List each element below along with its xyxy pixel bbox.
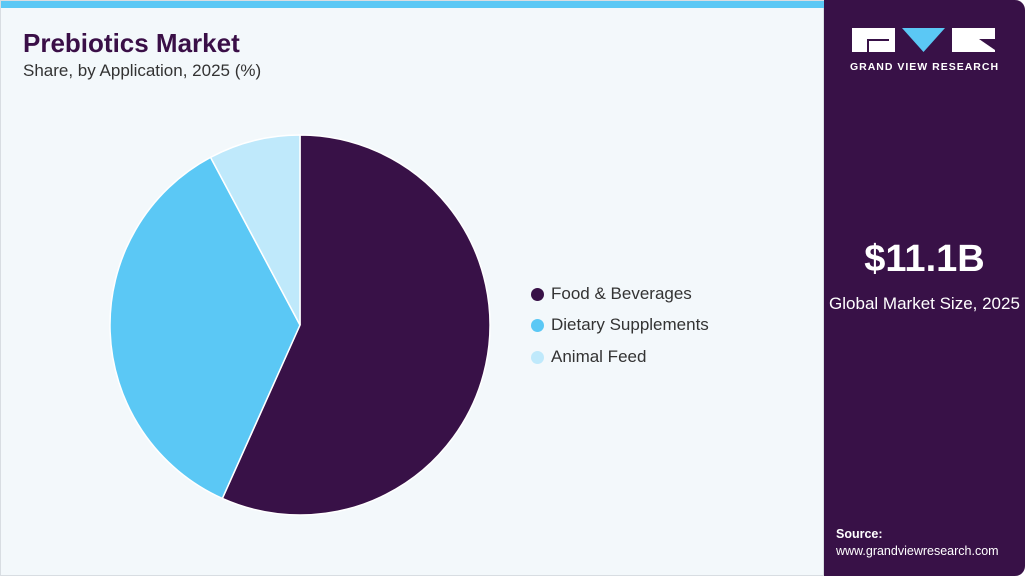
chart-subtitle: Share, by Application, 2025 (%) (23, 61, 262, 80)
legend-swatch (531, 350, 544, 364)
accent-bar (1, 1, 825, 8)
chart-panel: Prebiotics Market Share, by Application,… (0, 0, 825, 576)
legend-item-1: Dietary Supplements (531, 315, 709, 335)
legend-swatch (531, 287, 544, 301)
market-size-value: $11.1B (864, 238, 985, 280)
logo-text: GRAND VIEW RESEARCH (849, 61, 1000, 73)
legend-item-2: Animal Feed (531, 347, 646, 367)
pie-chart (109, 134, 491, 516)
legend-label: Animal Feed (551, 347, 647, 366)
market-size-label: Global Market Size, 2025 (829, 294, 1020, 313)
pie-slice-0 (221, 134, 491, 516)
chart-title: Prebiotics Market (23, 28, 240, 58)
grand-view-research-logo (852, 28, 995, 52)
legend-label: Food & Beverages (551, 284, 692, 303)
source-label: Source: (836, 527, 883, 541)
source: Source: www.grandviewresearch.com (836, 526, 999, 560)
sidebar: GRAND VIEW RESEARCH $11.1B Global Market… (824, 0, 1025, 576)
source-link[interactable]: www.grandviewresearch.com (836, 544, 999, 558)
pie-slice-2 (209, 134, 301, 326)
legend-swatch (531, 318, 544, 332)
pie-slice-1 (109, 156, 301, 500)
legend-item-0: Food & Beverages (531, 284, 692, 304)
legend-label: Dietary Supplements (551, 315, 709, 334)
